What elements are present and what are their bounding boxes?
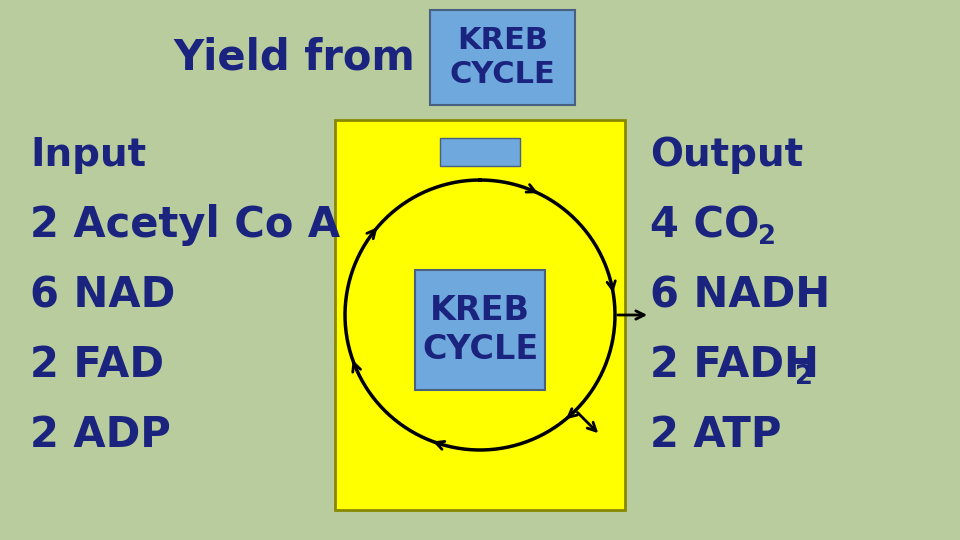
Bar: [440, 138, 520, 166]
Text: 2 FADH: 2 FADH: [650, 344, 819, 386]
Text: 2 ATP: 2 ATP: [650, 414, 781, 456]
Text: 2: 2: [758, 224, 776, 250]
Text: KREB
CYCLE: KREB CYCLE: [449, 26, 556, 89]
Text: 2 FAD: 2 FAD: [30, 344, 164, 386]
Text: Yield from: Yield from: [173, 37, 415, 78]
Bar: [430, 10, 575, 105]
Bar: [335, 120, 625, 510]
Text: 2 ADP: 2 ADP: [30, 414, 171, 456]
Bar: [415, 270, 545, 390]
Text: 6 NADH: 6 NADH: [650, 274, 830, 316]
Text: KREB
CYCLE: KREB CYCLE: [421, 294, 539, 366]
Text: 2 Acetyl Co A: 2 Acetyl Co A: [30, 204, 340, 246]
Text: Output: Output: [650, 136, 804, 174]
Text: 4 CO: 4 CO: [650, 204, 759, 246]
Text: 6 NAD: 6 NAD: [30, 274, 176, 316]
Text: 2: 2: [795, 364, 813, 390]
Text: Input: Input: [30, 136, 146, 174]
